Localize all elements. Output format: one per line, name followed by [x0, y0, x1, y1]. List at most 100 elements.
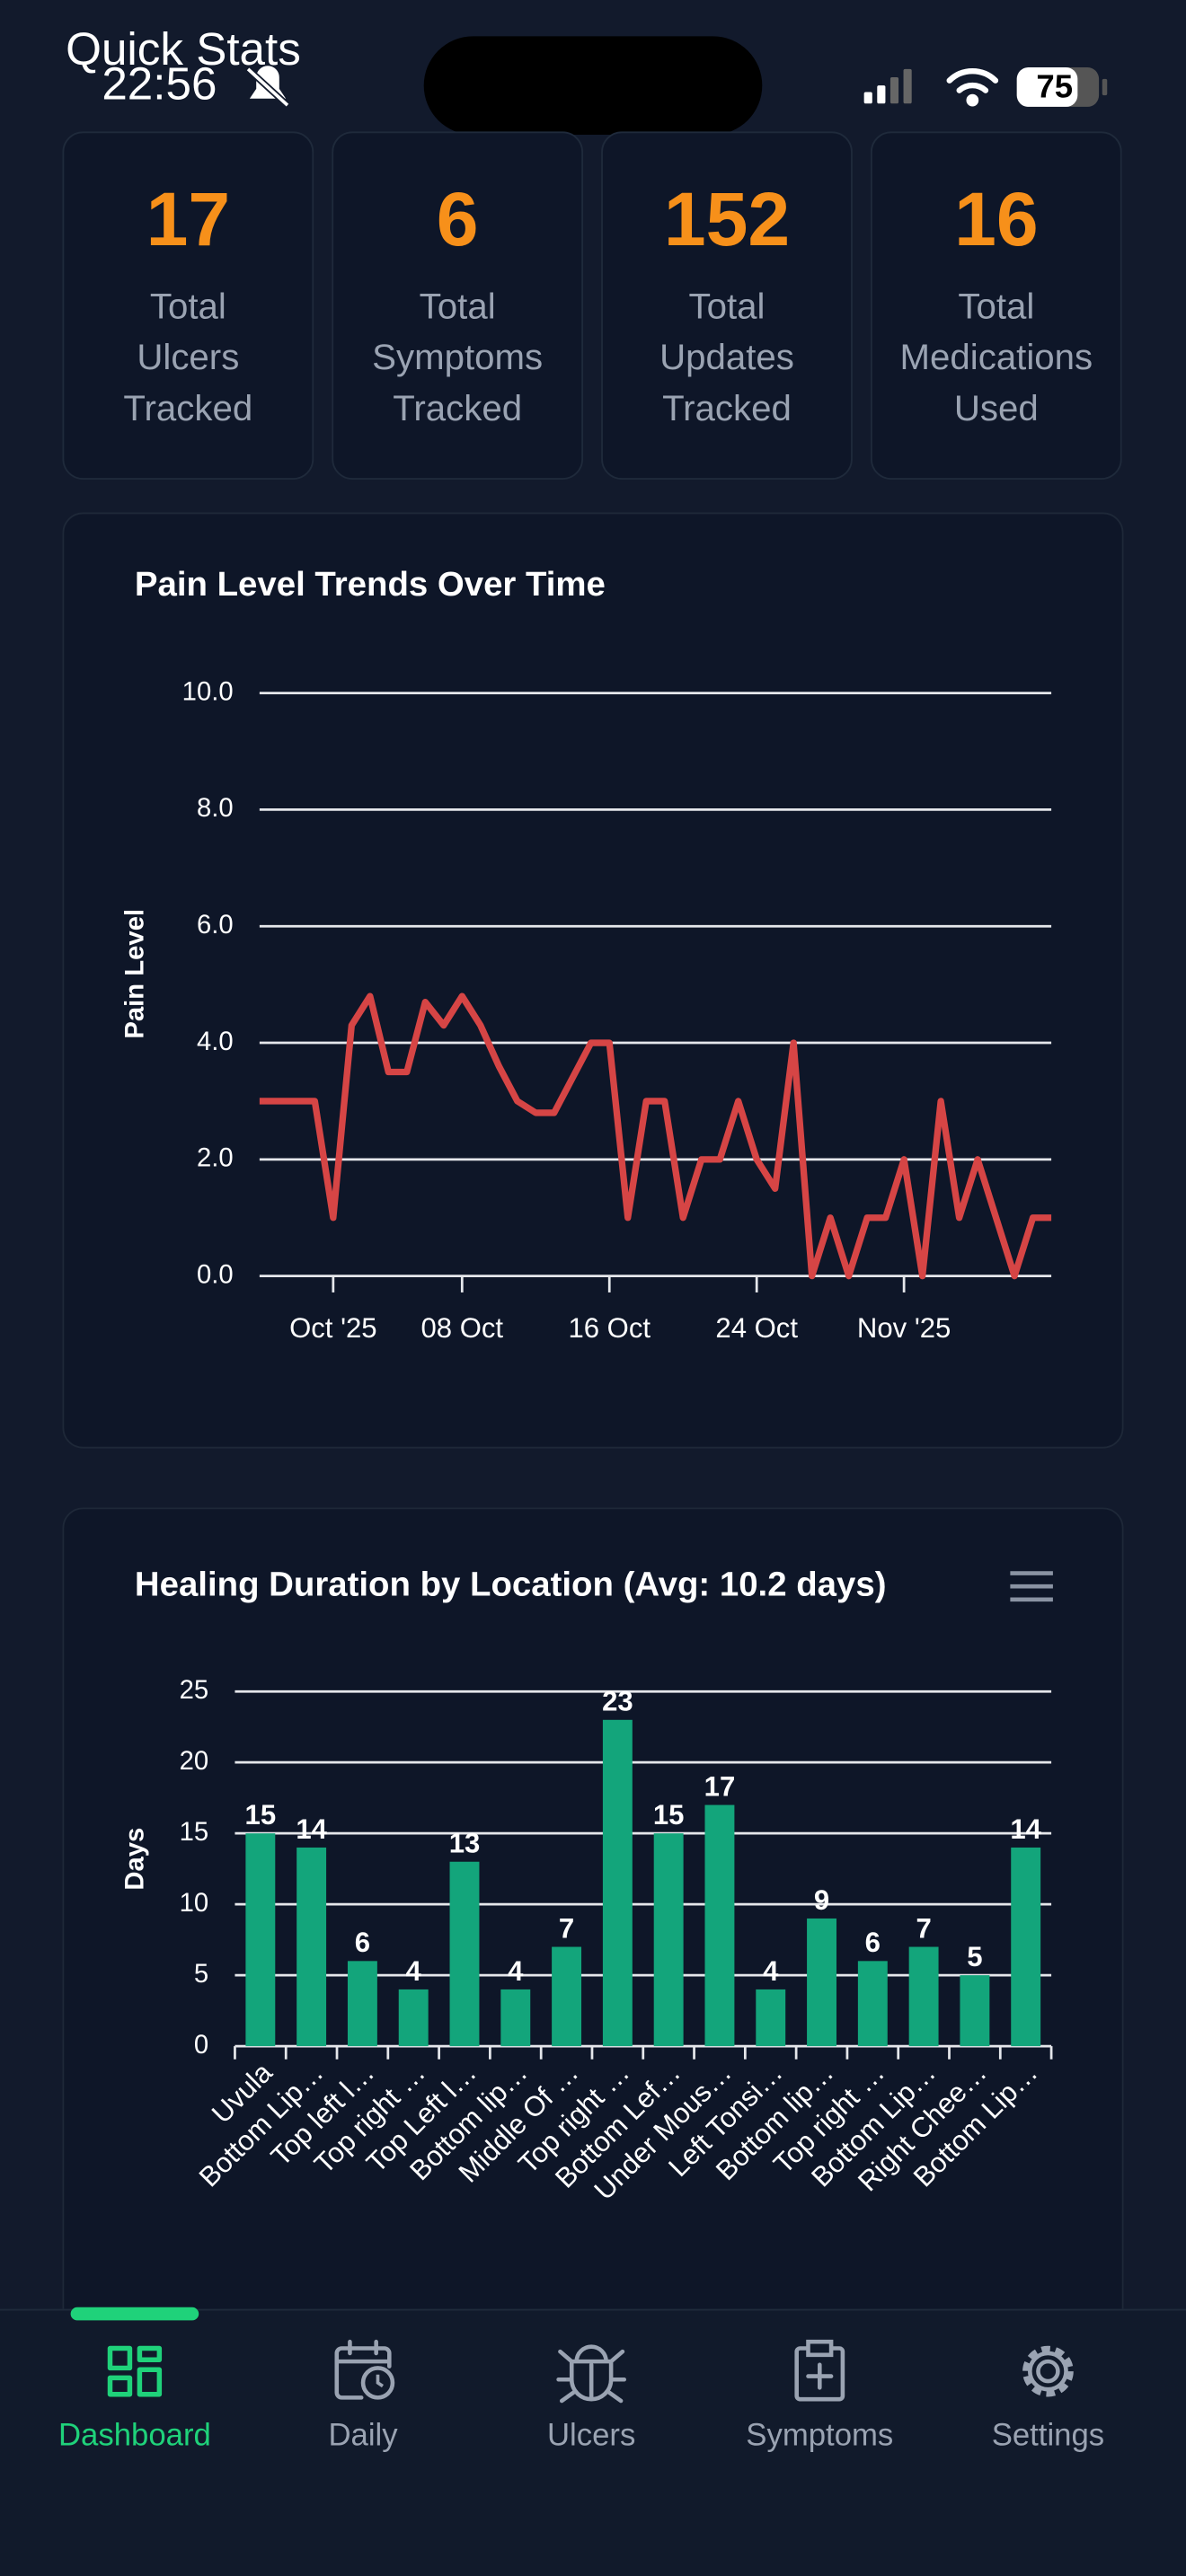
data-label: 7: [916, 1912, 931, 1944]
data-label: 9: [814, 1884, 829, 1916]
data-label: 13: [449, 1828, 481, 1859]
data-label: 5: [967, 1941, 982, 1972]
active-indicator: [70, 2307, 199, 2321]
chart-title: Healing Duration by Location (Avg: 10.2 …: [135, 1565, 887, 1603]
y-tick-label: 0.0: [197, 1260, 234, 1289]
y-tick-label: 6.0: [197, 911, 234, 940]
pain-chart-card: [62, 512, 1124, 1449]
chart-title: Pain Level Trends Over Time: [135, 565, 606, 604]
bar: [296, 1847, 327, 2047]
x-tick-label: 24 Oct: [715, 1312, 798, 1344]
plots: 0.0 2.0 4.0 6.0 8.0 10.0 Oct '25 08 Oct 16 Oct 24…: [180, 677, 1053, 2206]
stat-label: Total: [689, 286, 766, 326]
y-axis-label: Days: [120, 1828, 149, 1891]
icon-part: [334, 2339, 392, 2400]
nav-bar: [0, 2308, 1186, 2576]
data-label: 17: [704, 1770, 736, 1802]
pain-line: [259, 992, 1052, 1280]
x-tick-label: Nov '25: [857, 1312, 951, 1344]
y-tick-label: 10.0: [182, 677, 234, 706]
dynamic-island: [423, 36, 763, 136]
stat-label: Symptoms: [372, 337, 543, 377]
icon-part: [794, 2339, 845, 2402]
y-tick-label: 20: [180, 1747, 209, 1776]
y-tick-label: 15: [180, 1818, 209, 1847]
bar: [602, 1719, 633, 2047]
nav-item[interactable]: Dashboard: [58, 2307, 211, 2453]
bar: [704, 1804, 735, 2047]
nav-items: Dashboard Daily Ulcers Symptoms Settings: [58, 2307, 1104, 2453]
stat-label: Total: [420, 286, 496, 326]
nav-item[interactable]: Settings: [992, 2345, 1104, 2452]
icon-part: [360, 2366, 395, 2400]
y-tick-label: 5: [194, 1960, 208, 1989]
data-label: 4: [406, 1955, 422, 1987]
icon-part: [1028, 2351, 1068, 2392]
bar: [500, 1989, 531, 2047]
bar: [908, 1946, 939, 2047]
stat-label: Ulcers: [137, 337, 239, 377]
battery-level: 75: [1036, 67, 1073, 104]
data-label: 7: [559, 1912, 574, 1944]
y-tick-label: 8.0: [197, 794, 234, 823]
stat-value: 17: [146, 177, 231, 261]
y-tick-label: 10: [180, 1889, 209, 1918]
y-axis-label: Pain Level: [120, 909, 149, 1039]
stat-value: 16: [954, 177, 1039, 261]
stat-value: 152: [664, 177, 790, 261]
mute-icon: [245, 66, 290, 108]
wifi-icon: [946, 68, 999, 107]
y-tick-label: 25: [180, 1676, 209, 1705]
stat-label: Medications: [900, 337, 1093, 377]
stat-label: Updates: [659, 337, 794, 377]
nav-item[interactable]: Ulcers: [547, 2344, 635, 2453]
chart-menu-button[interactable]: [1010, 1571, 1053, 1602]
stat-card: [332, 131, 584, 480]
stat-label: Tracked: [123, 388, 252, 428]
data-label: 23: [602, 1686, 633, 1717]
nav-label: Dashboard: [58, 2418, 211, 2452]
status-time: 22:56: [102, 58, 217, 110]
bar: [398, 1989, 429, 2047]
data-label: 14: [1010, 1813, 1041, 1845]
stat-label: Tracked: [393, 388, 522, 428]
stat-card: [62, 131, 314, 480]
data-label: 15: [245, 1799, 277, 1831]
stat-card: [601, 131, 853, 480]
bar: [245, 1833, 276, 2047]
stat-value: 6: [437, 177, 479, 261]
x-tick-label: Oct '25: [289, 1312, 376, 1344]
stat-label: Tracked: [662, 388, 792, 428]
header-title: Quick Stats: [66, 23, 301, 75]
x-tick-label: 08 Oct: [421, 1312, 504, 1344]
bar: [756, 1989, 786, 2047]
bar: [347, 1961, 377, 2047]
icon-part: [107, 2375, 133, 2397]
nav-label: Settings: [992, 2418, 1104, 2452]
stat-card: [870, 131, 1122, 480]
icon-part: [376, 2374, 384, 2388]
data-label: 4: [763, 1955, 779, 1987]
icon-part: [137, 2367, 163, 2397]
bar: [552, 1946, 582, 2047]
nav-label: Daily: [328, 2418, 398, 2452]
stat-label: Used: [954, 388, 1039, 428]
signal-icon: [863, 68, 912, 104]
bar: [449, 1861, 480, 2047]
icon-part: [107, 2345, 133, 2371]
icon-part: [1022, 2345, 1074, 2397]
data-label: 6: [865, 1927, 881, 1958]
bar: [960, 1975, 990, 2047]
icon-part: [1036, 2359, 1060, 2384]
nav-item[interactable]: Daily: [328, 2339, 398, 2452]
icon-part: [137, 2345, 163, 2363]
data-label: 6: [355, 1927, 370, 1958]
bar: [857, 1961, 888, 2047]
nav-item[interactable]: Symptoms: [746, 2339, 893, 2452]
battery-icon: 75: [1016, 67, 1108, 107]
stat-cards: 17 Total Ulcers Tracked 6 Total Symptoms Tracke…: [62, 131, 1122, 480]
y-tick-label: 4.0: [197, 1028, 234, 1056]
y-tick-label: 0: [194, 2031, 208, 2060]
nav-label: Ulcers: [547, 2418, 635, 2452]
bar: [807, 1918, 836, 2047]
